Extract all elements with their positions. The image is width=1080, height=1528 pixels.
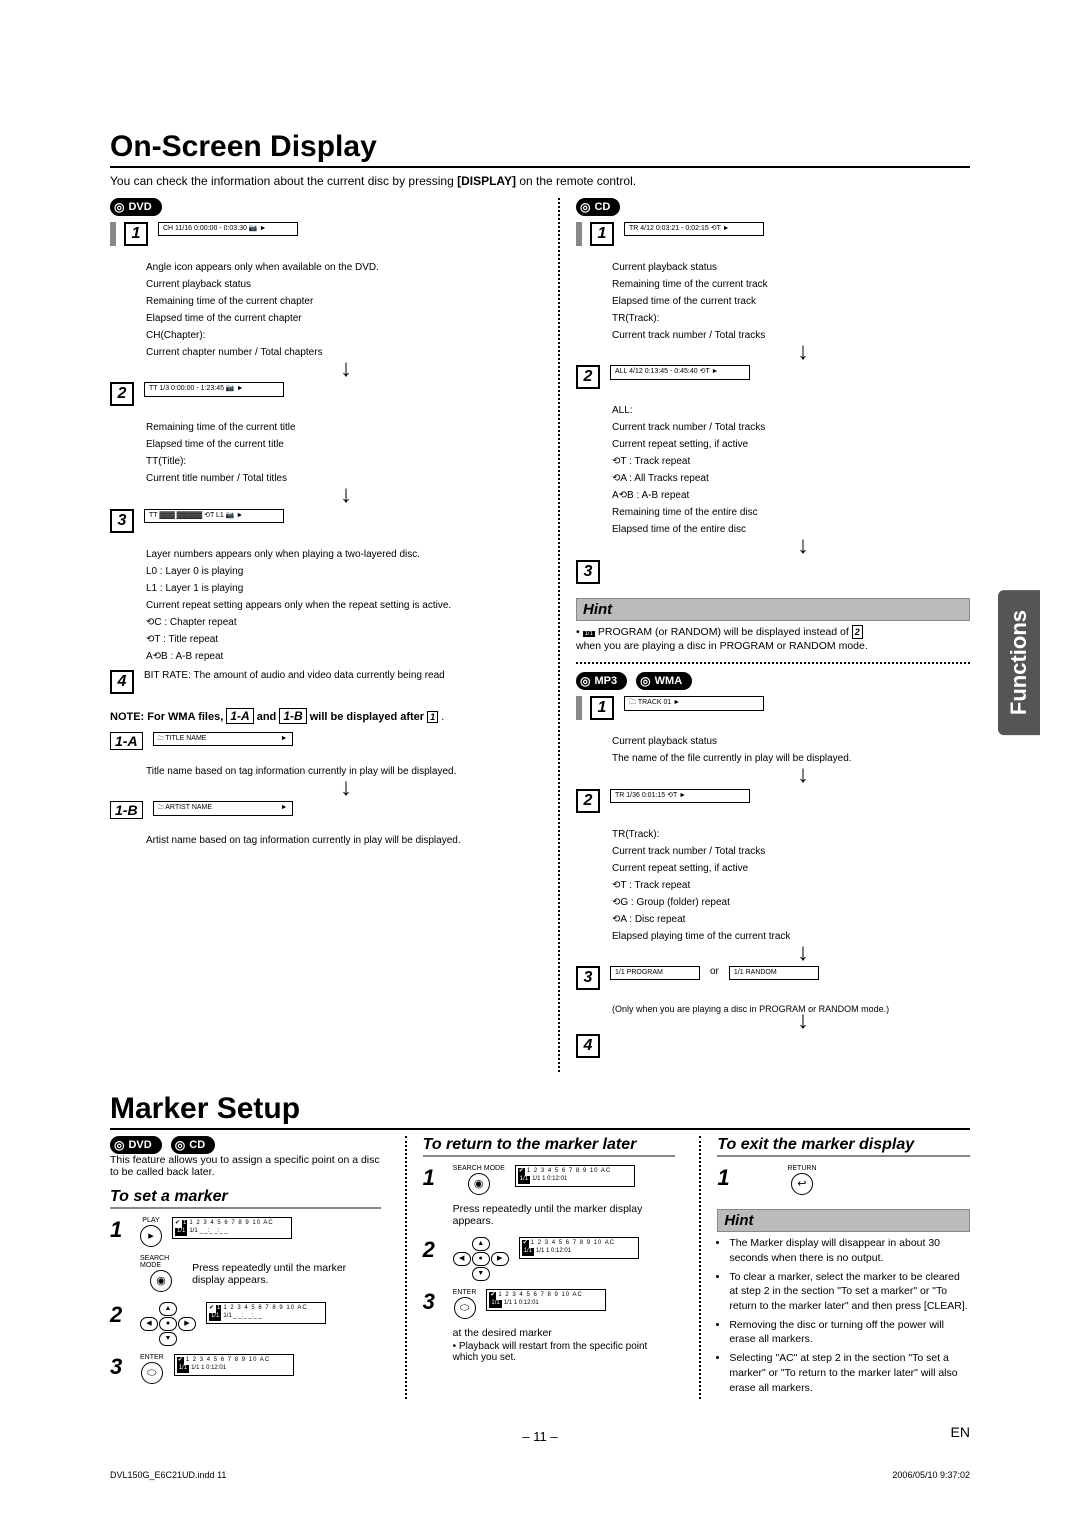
wma-note: NOTE: For WMA files, 1-A and 1-B will be…: [110, 708, 522, 724]
osd-dvd-2: TT 1/3 0:00:00 - 1:23:45 📷 ►: [144, 382, 284, 396]
osd-cd-2: ALL 4/12 0:13:45 - 0:45:40 ⟲T ►: [610, 365, 750, 379]
step-1: 1: [590, 696, 614, 720]
step-1a: 1-A: [110, 732, 143, 750]
side-tab-functions: Functions: [998, 590, 1040, 735]
osd-cd-1: TR 4/12 0:03:21 - 0:02:15 ⟲T ►: [624, 222, 764, 236]
to-return-header: To return to the marker later: [423, 1136, 676, 1157]
program-note: (Only when you are playing a disc in PRO…: [612, 1004, 970, 1014]
dvd-callouts-3: Layer numbers appears only when playing …: [146, 547, 522, 664]
heading-on-screen-display: On-Screen Display: [110, 130, 970, 168]
return-step3-note: • Playback will restart from the specifi…: [453, 1341, 676, 1363]
mp3-callouts-1: Current playback status The name of the …: [612, 734, 970, 766]
osd-program: 1/1 PROGRAM: [610, 966, 700, 980]
return-step1-text: Press repeatedly until the marker displa…: [453, 1203, 676, 1227]
marker-exit-column: To exit the marker display 1 RETURN ↩ Hi…: [699, 1136, 970, 1399]
step-4: 4: [576, 1034, 600, 1058]
marker-return-column: To return to the marker later 1 SEARCH M…: [405, 1136, 676, 1399]
arrow-down-icon: ↓: [636, 345, 970, 359]
play-button-icon: PLAY ▸: [140, 1217, 162, 1247]
osd-dvd-1: CH 11/16 0:00:00 - 0:03:30 📷 ►: [158, 222, 298, 236]
step-1: 1: [423, 1165, 443, 1191]
step-2: 2: [576, 789, 600, 813]
wma-badge: WMA: [636, 672, 692, 690]
step-2: 2: [110, 382, 134, 406]
to-set-marker-header: To set a marker: [110, 1188, 381, 1209]
arrow-down-icon: ↓: [636, 946, 970, 960]
page-number: – 11 –: [110, 1429, 970, 1444]
bitrate-note: BIT RATE: The amount of audio and video …: [144, 670, 445, 681]
language-label: EN: [951, 1424, 970, 1440]
arrow-down-icon: ↓: [170, 488, 522, 502]
step-3: 3: [576, 966, 600, 990]
intro-text: You can check the information about the …: [110, 174, 970, 188]
step-3: 3: [423, 1289, 443, 1315]
dvd-callouts-1: Angle icon appears only when available o…: [146, 260, 522, 360]
artist-callout: Artist name based on tag information cur…: [146, 833, 522, 848]
marker-osd: ✔1 2 3 4 5 6 7 8 9 10 AC 1/11/1 1 0:12:0…: [174, 1354, 294, 1376]
arrow-down-icon: ↓: [636, 768, 970, 782]
osd-artist-name: 🗀 ARTIST NAME►: [153, 801, 293, 815]
cd-badge: CD: [171, 1136, 215, 1154]
or-label: or: [710, 966, 719, 977]
step-1b: 1-B: [110, 801, 143, 819]
enter-button-icon: ENTER ⬭: [140, 1354, 164, 1384]
step-3: 3: [110, 1354, 130, 1380]
marker-osd: ✔11 2 3 4 5 6 7 8 9 10 AC 1/11/1 _ _:_ _…: [206, 1302, 326, 1324]
mp3-badge: MP3: [576, 672, 627, 690]
dvd-badge: DVD: [110, 1136, 162, 1154]
arrow-down-icon: ↓: [170, 362, 522, 376]
osd-mp3-1: 🗀 TRACK 01 ►: [624, 696, 764, 710]
step-4: 4: [110, 670, 134, 694]
step-2: 2: [423, 1237, 443, 1263]
dvd-callouts-2: Remaining time of the current title Elap…: [146, 420, 522, 486]
enter-button-icon: ENTER ⬭: [453, 1289, 477, 1319]
marker-osd: ✔11 2 3 4 5 6 7 8 9 10 AC 1/11/1 _ _:_ _…: [172, 1217, 292, 1239]
hint-header: Hint: [576, 598, 970, 621]
osd-dvd-3: TT ▓▓▓ ▓▓▓▓▓ ⟲T L1 📷 ►: [144, 509, 284, 523]
heading-marker-setup: Marker Setup: [110, 1092, 970, 1130]
to-exit-header: To exit the marker display: [717, 1136, 970, 1157]
footer-timestamp: 2006/05/10 9:37:02: [892, 1470, 970, 1480]
marker-set-column: DVD CD This feature allows you to assign…: [110, 1136, 381, 1399]
step1-text: Press repeatedly until the marker displa…: [192, 1262, 381, 1286]
cd-callouts-1: Current playback status Remaining time o…: [612, 260, 970, 343]
arrow-down-icon: ↓: [636, 539, 970, 553]
title-callout: Title name based on tag information curr…: [146, 764, 522, 779]
step-1: 1: [590, 222, 614, 246]
marker-desc: This feature allows you to assign a spec…: [110, 1154, 381, 1178]
dvd-column: DVD 1 CH 11/16 0:00:00 - 0:03:30 📷 ► Ang…: [110, 198, 522, 1072]
step-1: 1: [717, 1165, 737, 1191]
arrow-down-icon: ↓: [636, 1014, 970, 1028]
step-2: 2: [576, 365, 600, 389]
step-1: 1: [110, 1217, 130, 1243]
arrow-down-icon: ↓: [170, 781, 522, 795]
step-3: 3: [110, 509, 134, 533]
marker-osd: ✔1 2 3 4 5 6 7 8 9 10 AC 1/11/1 1 0:12:0…: [486, 1289, 606, 1311]
return-step3-text: at the desired marker: [453, 1327, 676, 1339]
cd-badge: CD: [576, 198, 620, 216]
step-2: 2: [110, 1302, 130, 1328]
marker-hints: The Marker display will disappear in abo…: [717, 1236, 970, 1395]
cd-hint: • 1/1 PROGRAM (or RANDOM) will be displa…: [576, 625, 970, 654]
return-button-icon: RETURN ↩: [787, 1165, 816, 1195]
marker-osd: ✔1 2 3 4 5 6 7 8 9 10 AC 1/11/1 1 0:12:0…: [519, 1237, 639, 1259]
osd-random: 1/1 RANDOM: [729, 966, 819, 980]
mp3-callouts-2: TR(Track): Current track number / Total …: [612, 827, 970, 944]
dvd-badge: DVD: [110, 198, 162, 216]
osd-mp3-2: TR 1/36 0:01:15 ⟲T ►: [610, 789, 750, 803]
step-1: 1: [124, 222, 148, 246]
osd-title-name: 🗀 TITLE NAME►: [153, 732, 293, 746]
footer-filename: DVL150G_E6C21UD.indd 11: [110, 1470, 226, 1480]
hint-header: Hint: [717, 1209, 970, 1232]
marker-osd: ✔1 2 3 4 5 6 7 8 9 10 AC 1/11/1 1 0:12:0…: [515, 1165, 635, 1187]
dpad-icon: ▲ ◀●▶ ▼: [140, 1302, 196, 1346]
cd-mp3-column: CD 1 TR 4/12 0:03:21 - 0:02:15 ⟲T ► Curr…: [558, 198, 970, 1072]
search-mode-button-icon: SEARCH MODE ◉: [453, 1165, 505, 1195]
cd-callouts-2: ALL: Current track number / Total tracks…: [612, 403, 970, 537]
search-mode-button-icon: SEARCH MODE ◉: [140, 1255, 182, 1292]
dpad-icon: ▲ ◀●▶ ▼: [453, 1237, 509, 1281]
step-3: 3: [576, 560, 600, 584]
